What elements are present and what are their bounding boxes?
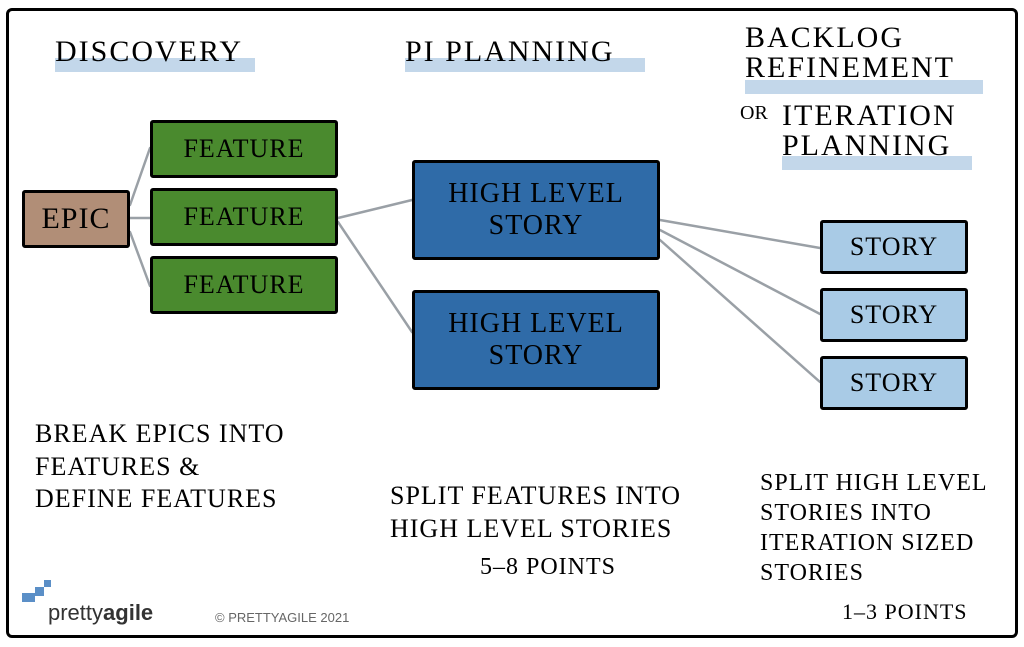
story-box-1: STORY bbox=[820, 288, 968, 342]
epic-label: EPIC bbox=[41, 202, 110, 236]
feature-label: FEATURE bbox=[183, 270, 304, 300]
high-level-story-box-1: HIGH LEVEL STORY bbox=[412, 290, 660, 390]
discovery-desc: BREAK EPICS INTO FEATURES & DEFINE FEATU… bbox=[35, 418, 285, 516]
story-box-2: STORY bbox=[820, 356, 968, 410]
high-level-story-box-0: HIGH LEVEL STORY bbox=[412, 160, 660, 260]
feature-label: FEATURE bbox=[183, 134, 304, 164]
copyright: © PRETTYAGILE 2021 bbox=[215, 610, 349, 625]
epic-box: EPIC bbox=[22, 190, 130, 248]
pi-planning-points: 5–8 POINTS bbox=[480, 552, 616, 582]
hls-label: HIGH LEVEL STORY bbox=[448, 178, 624, 242]
story-label: STORY bbox=[850, 300, 938, 330]
feature-box-0: FEATURE bbox=[150, 120, 338, 178]
discovery-title: DISCOVERY bbox=[55, 36, 243, 68]
backlog-or-text: OR bbox=[740, 102, 768, 125]
story-label: STORY bbox=[850, 368, 938, 398]
feature-label: FEATURE bbox=[183, 202, 304, 232]
pi-planning-title: PI PLANNING bbox=[405, 36, 615, 68]
backlog-desc: SPLIT HIGH LEVEL STORIES INTO ITERATION … bbox=[760, 468, 988, 588]
backlog-title-line1: BACKLOG bbox=[745, 22, 904, 54]
iteration-title-line1: ITERATION bbox=[782, 100, 957, 132]
hls-label: HIGH LEVEL STORY bbox=[448, 308, 624, 372]
story-box-0: STORY bbox=[820, 220, 968, 274]
story-label: STORY bbox=[850, 232, 938, 262]
brand-agile: agile bbox=[103, 600, 153, 625]
iteration-title-line2: PLANNING bbox=[782, 130, 951, 162]
brand-pretty: pretty bbox=[48, 600, 103, 625]
logo-text: prettyagile bbox=[48, 600, 153, 626]
pi-planning-desc: SPLIT FEATURES INTO HIGH LEVEL STORIES bbox=[390, 480, 681, 545]
feature-box-1: FEATURE bbox=[150, 188, 338, 246]
backlog-title-line2: REFINEMENT bbox=[745, 52, 955, 84]
feature-box-2: FEATURE bbox=[150, 256, 338, 314]
backlog-points: 1–3 POINTS bbox=[842, 598, 968, 626]
